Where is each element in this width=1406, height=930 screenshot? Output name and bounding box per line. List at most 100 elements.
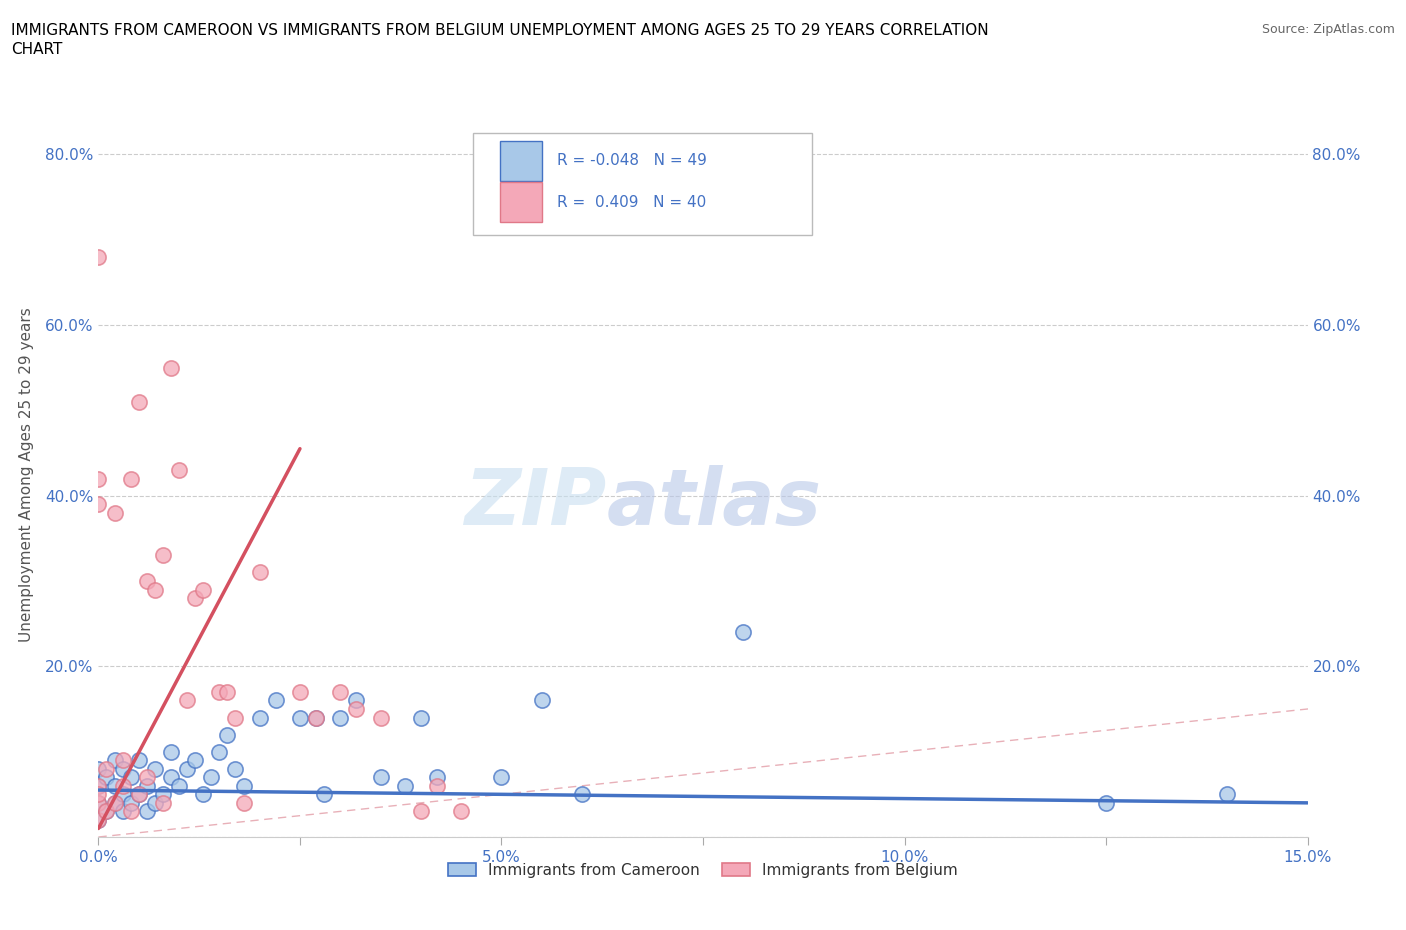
Point: [152, 787, 174, 802]
Text: IMMIGRANTS FROM CAMEROON VS IMMIGRANTS FROM BELGIUM UNEMPLOYMENT AMONG AGES 25 T: IMMIGRANTS FROM CAMEROON VS IMMIGRANTS F…: [11, 23, 988, 38]
Point: [249, 565, 271, 580]
Point: [103, 795, 125, 810]
Point: [87, 762, 110, 777]
Point: [394, 778, 416, 793]
Point: [103, 505, 125, 520]
Point: [143, 795, 166, 810]
Text: R =  0.409   N = 40: R = 0.409 N = 40: [557, 194, 706, 210]
Point: [344, 693, 367, 708]
Text: ZIP: ZIP: [464, 465, 606, 541]
Point: [329, 684, 352, 699]
Point: [87, 249, 110, 264]
Point: [167, 778, 190, 793]
Point: [111, 804, 134, 818]
Point: [120, 795, 142, 810]
Point: [87, 795, 110, 810]
Point: [426, 778, 449, 793]
Point: [426, 770, 449, 785]
Point: [87, 813, 110, 828]
Point: [103, 795, 125, 810]
Point: [120, 472, 142, 486]
Point: [96, 770, 118, 785]
Point: [152, 548, 174, 563]
Point: [87, 778, 110, 793]
Point: [314, 787, 336, 802]
Point: [530, 693, 553, 708]
Bar: [501, 182, 543, 222]
Point: [571, 787, 593, 802]
Point: [87, 813, 110, 828]
Point: [193, 787, 215, 802]
Point: [87, 787, 110, 802]
Bar: [501, 141, 543, 180]
Point: [103, 778, 125, 793]
Text: atlas: atlas: [606, 465, 821, 541]
Point: [87, 795, 110, 810]
Point: [176, 693, 198, 708]
Point: [135, 574, 157, 589]
Point: [409, 804, 432, 818]
Point: [305, 711, 328, 725]
Point: [128, 787, 150, 802]
Point: [160, 770, 183, 785]
Point: [208, 684, 231, 699]
Point: [96, 762, 118, 777]
Point: [193, 582, 215, 597]
Point: [224, 762, 246, 777]
Point: [305, 711, 328, 725]
Point: [288, 684, 311, 699]
Point: [217, 727, 239, 742]
Point: [160, 360, 183, 375]
Point: [491, 770, 513, 785]
Point: [224, 711, 246, 725]
Point: [143, 582, 166, 597]
Point: [103, 752, 125, 767]
Point: [184, 591, 207, 605]
Point: [409, 711, 432, 725]
Point: [87, 497, 110, 512]
Point: [111, 752, 134, 767]
Point: [128, 752, 150, 767]
Point: [87, 472, 110, 486]
Point: [111, 762, 134, 777]
Point: [733, 625, 755, 640]
Point: [450, 804, 472, 818]
Y-axis label: Unemployment Among Ages 25 to 29 years: Unemployment Among Ages 25 to 29 years: [18, 307, 34, 642]
Point: [135, 778, 157, 793]
Point: [135, 804, 157, 818]
Point: [184, 752, 207, 767]
Point: [329, 711, 352, 725]
Point: [249, 711, 271, 725]
Point: [232, 795, 254, 810]
Point: [111, 778, 134, 793]
Point: [1216, 787, 1239, 802]
Point: [217, 684, 239, 699]
Point: [208, 744, 231, 759]
Text: R = -0.048   N = 49: R = -0.048 N = 49: [557, 153, 707, 168]
Point: [111, 787, 134, 802]
Point: [128, 394, 150, 409]
Point: [264, 693, 287, 708]
Point: [176, 762, 198, 777]
Point: [370, 711, 392, 725]
Point: [120, 804, 142, 818]
Point: [167, 462, 190, 477]
Point: [370, 770, 392, 785]
Point: [96, 804, 118, 818]
Point: [135, 770, 157, 785]
Point: [96, 804, 118, 818]
FancyBboxPatch shape: [474, 133, 811, 235]
Point: [344, 701, 367, 716]
Point: [1095, 795, 1118, 810]
Point: [128, 787, 150, 802]
Point: [87, 778, 110, 793]
Point: [152, 795, 174, 810]
Legend: Immigrants from Cameroon, Immigrants from Belgium: Immigrants from Cameroon, Immigrants fro…: [441, 857, 965, 884]
Point: [200, 770, 222, 785]
Point: [288, 711, 311, 725]
Point: [120, 770, 142, 785]
Text: CHART: CHART: [11, 42, 63, 57]
Point: [160, 744, 183, 759]
Point: [143, 762, 166, 777]
Text: Source: ZipAtlas.com: Source: ZipAtlas.com: [1261, 23, 1395, 36]
